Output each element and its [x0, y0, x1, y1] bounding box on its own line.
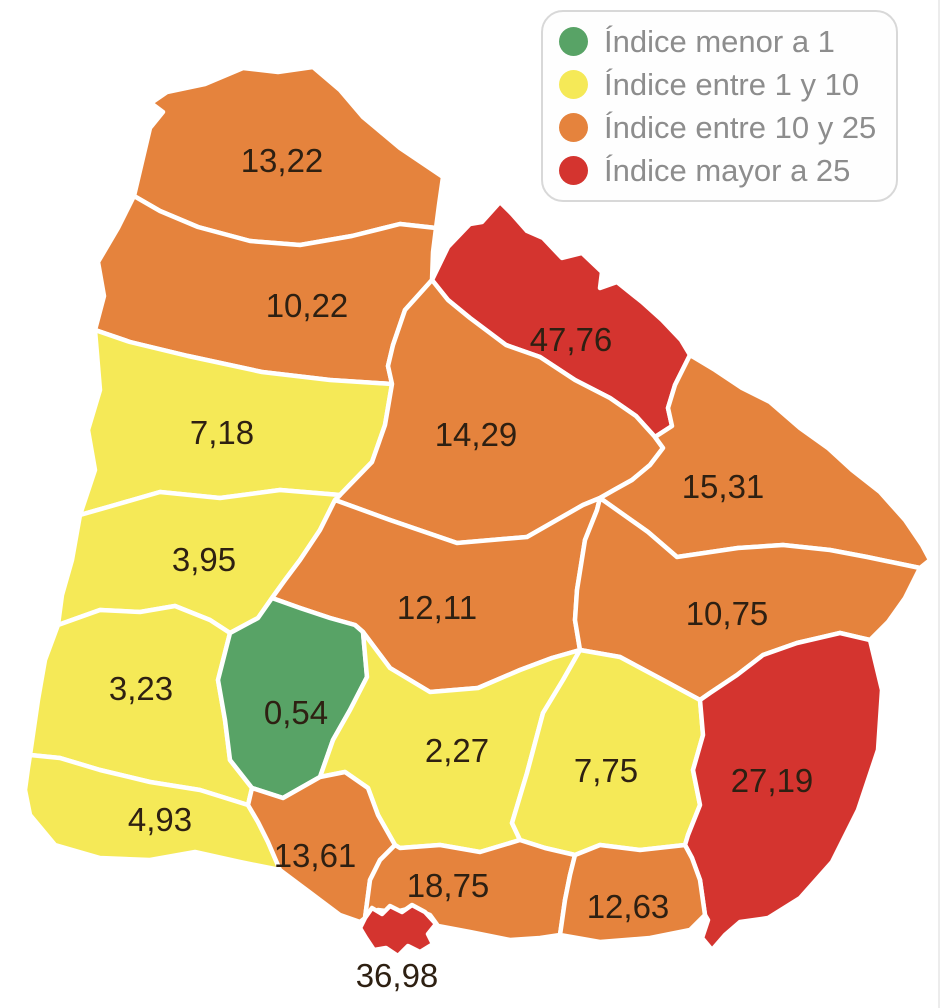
region-value-label: 12,11 [397, 589, 477, 626]
screenshot-edge-line [938, 0, 940, 1008]
region-value-label: 7,75 [574, 752, 638, 789]
region-value-label: 3,95 [172, 541, 236, 578]
legend-box: Índice menor a 1 Índice entre 1 y 10 Índ… [541, 10, 898, 202]
yellow-dot-icon [559, 70, 588, 99]
region-value-label: 27,19 [731, 762, 814, 799]
legend-label: Índice menor a 1 [604, 24, 835, 59]
red-dot-icon [559, 156, 588, 185]
legend-item: Índice menor a 1 [559, 23, 878, 60]
legend-item: Índice entre 1 y 10 [559, 66, 878, 103]
region-value-label: 15,31 [682, 468, 765, 505]
region-value-label: 2,27 [425, 732, 489, 769]
region-value-label: 36,98 [356, 957, 439, 994]
region-value-label: 18,75 [407, 867, 490, 904]
region-value-label: 12,63 [587, 888, 670, 925]
region-value-label: 4,93 [128, 801, 192, 838]
region-value-label: 10,22 [266, 287, 349, 324]
region-colonia[interactable] [22, 752, 283, 873]
green-dot-icon [559, 27, 588, 56]
legend-label: Índice mayor a 25 [604, 153, 851, 188]
region-value-label: 47,76 [530, 321, 613, 358]
region-value-label: 7,18 [190, 414, 254, 451]
region-value-label: 14,29 [435, 416, 518, 453]
region-rocha[interactable] [682, 630, 885, 953]
legend-label: Índice entre 10 y 25 [604, 110, 877, 145]
region-value-label: 10,75 [686, 595, 769, 632]
legend-item: Índice entre 10 y 25 [559, 109, 878, 146]
region-value-label: 13,61 [274, 837, 357, 874]
legend-label: Índice entre 1 y 10 [604, 67, 860, 102]
region-value-label: 13,22 [241, 142, 324, 179]
region-montevideo[interactable] [357, 902, 439, 959]
legend-item: Índice mayor a 25 [559, 152, 878, 189]
region-value-label: 3,23 [109, 670, 173, 707]
region-maldonado[interactable] [557, 842, 708, 945]
orange-dot-icon [559, 113, 588, 142]
region-value-label: 0,54 [264, 694, 328, 731]
